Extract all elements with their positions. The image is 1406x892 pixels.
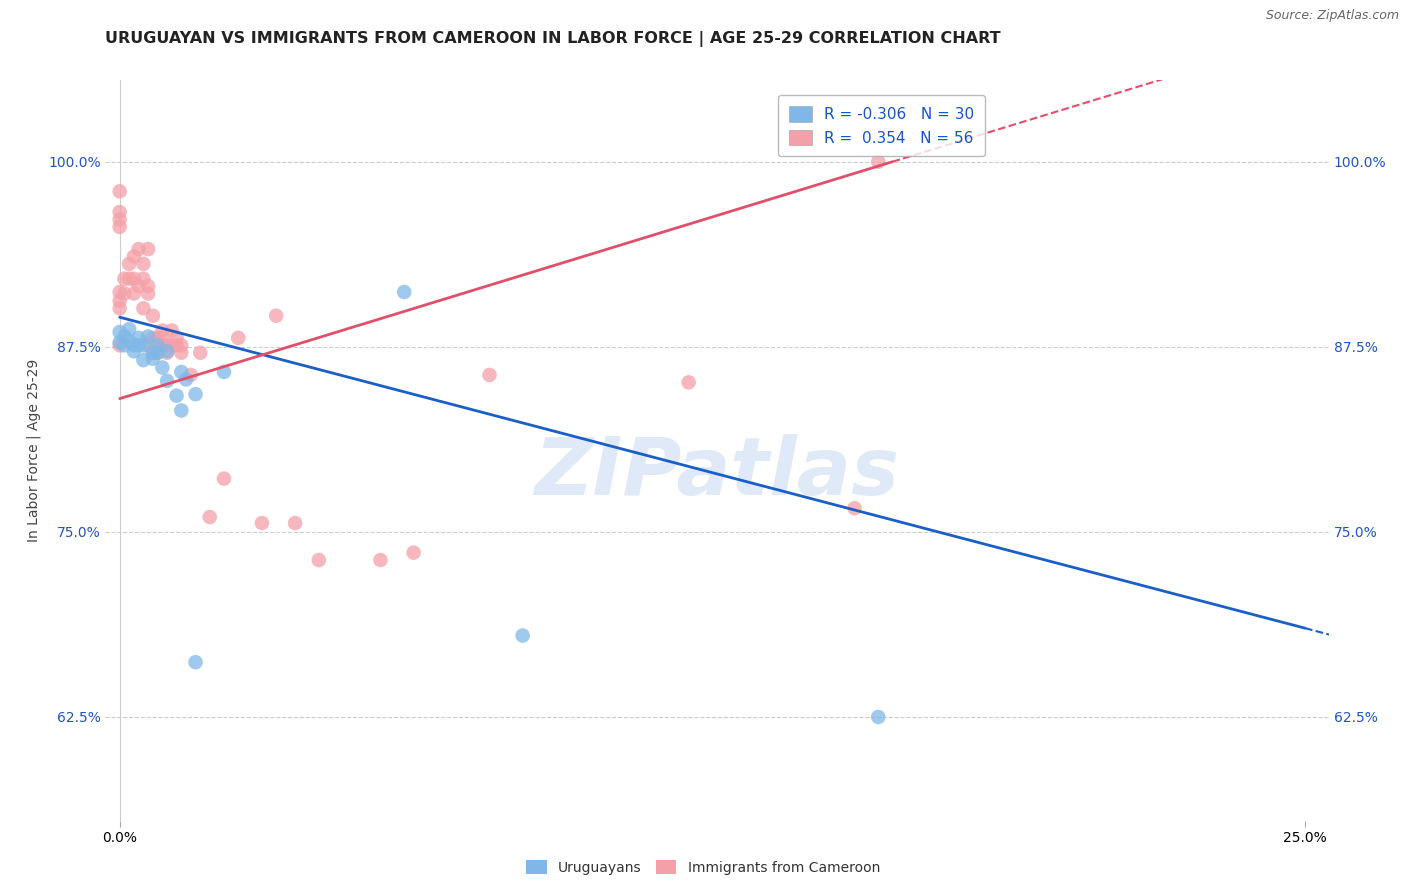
Point bbox=[112, 286, 135, 301]
Point bbox=[132, 353, 155, 368]
Y-axis label: In Labor Force | Age 25-29: In Labor Force | Age 25-29 bbox=[27, 359, 41, 542]
Point bbox=[142, 351, 165, 366]
Point bbox=[136, 286, 159, 301]
Point bbox=[146, 345, 169, 359]
Point bbox=[150, 338, 173, 352]
Point bbox=[108, 335, 131, 350]
Point bbox=[370, 553, 392, 567]
Point bbox=[136, 242, 159, 256]
Point bbox=[166, 338, 188, 352]
Point bbox=[112, 329, 135, 343]
Point bbox=[136, 279, 159, 293]
Point bbox=[150, 338, 173, 352]
Point bbox=[180, 368, 202, 382]
Point bbox=[142, 345, 165, 359]
Point bbox=[844, 501, 866, 516]
Point bbox=[132, 338, 155, 352]
Point bbox=[108, 185, 131, 199]
Point bbox=[108, 301, 131, 316]
Text: URUGUAYAN VS IMMIGRANTS FROM CAMEROON IN LABOR FORCE | AGE 25-29 CORRELATION CHA: URUGUAYAN VS IMMIGRANTS FROM CAMEROON IN… bbox=[105, 31, 1001, 47]
Point bbox=[166, 389, 188, 403]
Point bbox=[198, 510, 221, 524]
Point bbox=[128, 331, 150, 345]
Point bbox=[112, 271, 135, 285]
Point bbox=[284, 516, 307, 530]
Point bbox=[150, 331, 173, 345]
Point bbox=[478, 368, 501, 382]
Point bbox=[308, 553, 330, 567]
Point bbox=[142, 345, 165, 359]
Point bbox=[108, 219, 131, 234]
Point bbox=[212, 365, 235, 379]
Point bbox=[122, 250, 145, 264]
Point bbox=[170, 345, 193, 359]
Point bbox=[156, 344, 179, 359]
Point bbox=[108, 285, 131, 299]
Point bbox=[150, 324, 173, 338]
Point bbox=[118, 322, 141, 336]
Point bbox=[108, 205, 131, 219]
Point bbox=[142, 331, 165, 345]
Point bbox=[136, 329, 159, 343]
Point bbox=[118, 271, 141, 285]
Point bbox=[250, 516, 273, 530]
Point bbox=[160, 338, 183, 352]
Point bbox=[226, 331, 249, 345]
Point bbox=[170, 403, 193, 417]
Point bbox=[150, 360, 173, 375]
Point bbox=[122, 344, 145, 359]
Point bbox=[166, 331, 188, 345]
Point bbox=[108, 338, 131, 352]
Point bbox=[136, 338, 159, 352]
Point bbox=[112, 338, 135, 352]
Point bbox=[170, 338, 193, 352]
Point bbox=[108, 212, 131, 227]
Point bbox=[868, 710, 890, 724]
Point bbox=[118, 334, 141, 348]
Point bbox=[264, 309, 287, 323]
Point bbox=[868, 154, 890, 169]
Point bbox=[212, 472, 235, 486]
Point bbox=[146, 331, 169, 345]
Text: ZIPatlas: ZIPatlas bbox=[534, 434, 900, 512]
Point bbox=[132, 301, 155, 316]
Point bbox=[156, 338, 179, 352]
Point bbox=[142, 309, 165, 323]
Point bbox=[132, 271, 155, 285]
Point bbox=[122, 286, 145, 301]
Text: Source: ZipAtlas.com: Source: ZipAtlas.com bbox=[1265, 9, 1399, 22]
Point bbox=[392, 285, 415, 299]
Point bbox=[108, 325, 131, 339]
Point bbox=[128, 338, 150, 352]
Legend: Uruguayans, Immigrants from Cameroon: Uruguayans, Immigrants from Cameroon bbox=[520, 855, 886, 880]
Point bbox=[108, 293, 131, 308]
Point bbox=[170, 365, 193, 379]
Point bbox=[174, 372, 197, 386]
Point bbox=[128, 242, 150, 256]
Point bbox=[122, 338, 145, 352]
Point bbox=[678, 376, 700, 390]
Point bbox=[512, 629, 534, 643]
Point bbox=[156, 345, 179, 359]
Point bbox=[146, 338, 169, 352]
Point bbox=[184, 387, 207, 401]
Legend: R = -0.306   N = 30, R =  0.354   N = 56: R = -0.306 N = 30, R = 0.354 N = 56 bbox=[778, 95, 984, 156]
Point bbox=[188, 345, 211, 359]
Point bbox=[132, 257, 155, 271]
Point bbox=[122, 271, 145, 285]
Point bbox=[118, 257, 141, 271]
Point bbox=[146, 345, 169, 359]
Point bbox=[160, 324, 183, 338]
Point bbox=[402, 546, 425, 560]
Point bbox=[156, 374, 179, 388]
Point bbox=[184, 655, 207, 669]
Point bbox=[128, 279, 150, 293]
